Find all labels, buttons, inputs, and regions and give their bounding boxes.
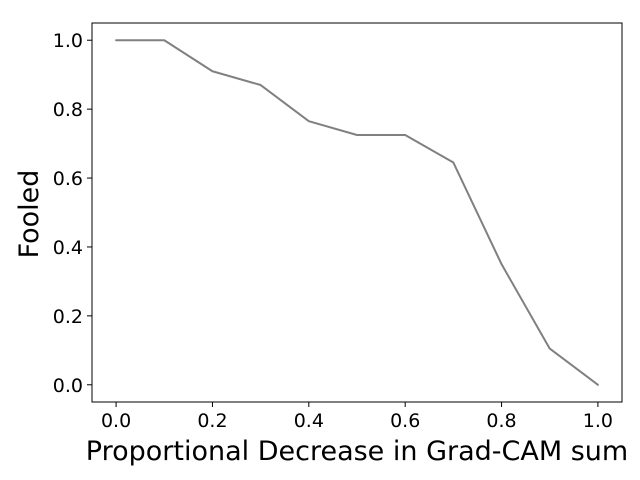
- x-axis-ticks: 0.0 0.2 0.4 0.6 0.8 1.0: [101, 402, 613, 432]
- y-tick-label: 0.0: [53, 375, 83, 397]
- series-line-1: [115, 39, 599, 386]
- x-tick-label: 0.8: [486, 410, 516, 432]
- x-axis-title: Proportional Decrease in Grad-CAM sum: [86, 436, 628, 467]
- x-tick-label: 1.0: [583, 410, 613, 432]
- y-tick-label: 1.0: [53, 30, 83, 52]
- plot-area: [115, 39, 599, 386]
- x-tick-label: 0.4: [294, 410, 324, 432]
- x-tick-label: 0.2: [197, 410, 227, 432]
- y-axis-title: Fooled: [14, 170, 45, 259]
- y-axis-ticks: 0.0 0.2 0.4 0.6 0.8 1.0: [53, 30, 92, 397]
- y-tick-label: 0.6: [53, 168, 83, 190]
- x-tick-label: 0.0: [101, 410, 131, 432]
- plot-frame: [91, 22, 623, 403]
- y-tick-label: 0.4: [53, 237, 83, 259]
- y-tick-label: 0.8: [53, 99, 83, 121]
- x-tick-label: 0.6: [390, 410, 420, 432]
- y-tick-label: 0.2: [53, 306, 83, 328]
